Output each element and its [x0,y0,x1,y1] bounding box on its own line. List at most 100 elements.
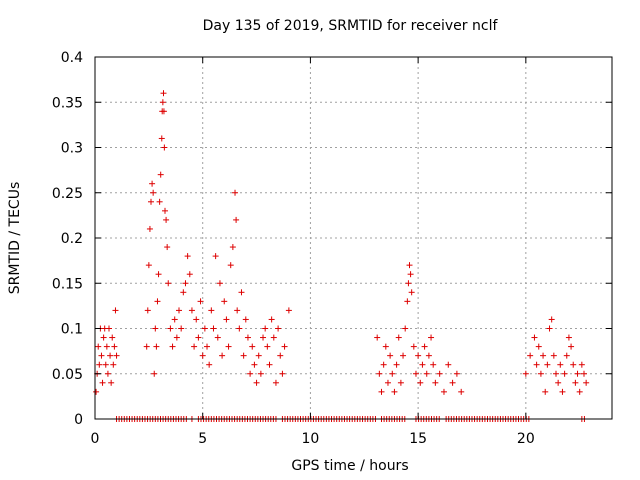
data-point [270,334,277,341]
data-point [389,370,396,377]
y-tick-label: 0.4 [61,50,83,66]
data-point [576,388,583,395]
data-point [180,289,187,296]
data-point [440,388,447,395]
data-point [436,370,443,377]
data-point [100,334,107,341]
data-point [445,361,452,368]
data-point [102,361,109,368]
data-point [150,189,157,196]
data-point [419,361,426,368]
data-point [247,370,254,377]
x-tick-labels: 0 5 10 15 20 [91,431,535,447]
y-tick-label: 0 [74,412,83,428]
data-point [384,379,391,386]
data-point [155,271,162,278]
data-point [144,307,151,314]
data-point [544,361,551,368]
y-tick-label: 0.15 [52,276,83,292]
y-axis-label: SRMTID / TECUs [7,182,23,295]
data-point [432,379,439,386]
data-point [535,343,542,350]
data-point [572,379,579,386]
data-point [96,361,103,368]
x-tick-label: 5 [198,431,207,447]
data-point [262,325,269,332]
data-point [143,343,150,350]
data-point [99,379,106,386]
data-point [158,135,165,142]
data-point [449,379,456,386]
data-point [423,370,430,377]
data-point [234,307,241,314]
data-point [264,343,271,350]
y-tick-labels: 0 0.05 0.1 0.15 0.2 0.25 0.3 0.35 0.4 [52,50,83,428]
x-tick-label: 10 [302,431,320,447]
data-point [98,352,105,359]
data-point [111,343,118,350]
data-point [548,316,555,323]
data-point [550,352,557,359]
data-point [380,361,387,368]
x-tick-label: 15 [409,431,427,447]
data-point [527,352,534,359]
data-point [173,334,180,341]
data-point [253,379,260,386]
data-point [578,361,585,368]
data-point [162,207,169,214]
data-point [216,280,223,287]
y-tick-label: 0.3 [61,141,83,157]
data-point [378,388,385,395]
data-point [236,325,243,332]
data-point [533,361,540,368]
data-point [161,144,168,151]
x-tick-label: 0 [91,431,100,447]
data-point [167,325,174,332]
data-point [557,361,564,368]
data-point [110,361,117,368]
data-point [178,325,185,332]
data-point [453,370,460,377]
data-point [153,343,160,350]
axis-ticks [94,56,612,420]
data-point [268,316,275,323]
data-point [163,216,170,223]
data-point [260,334,267,341]
data-point [244,334,251,341]
data-point [104,370,111,377]
data-point [266,361,273,368]
data-point [157,171,164,178]
data-point [412,370,419,377]
data-point [242,316,249,323]
data-point [277,352,284,359]
data-point [583,379,590,386]
data-point [204,343,211,350]
data-point [540,352,547,359]
data-point [522,370,529,377]
data-point [214,334,221,341]
data-point [195,334,202,341]
data-point [112,307,119,314]
data-point [201,325,208,332]
data-point [229,244,236,251]
data-point [382,343,389,350]
data-point [238,289,245,296]
data-point [531,334,538,341]
data-point [272,379,279,386]
data-point [406,262,413,269]
data-point [184,253,191,260]
data-point [233,216,240,223]
data-point [275,325,282,332]
data-point [171,316,178,323]
data-point [188,307,195,314]
y-tick-label: 0.05 [52,367,83,383]
data-point [206,361,213,368]
data-point [561,370,568,377]
data-point [374,334,381,341]
data-point [227,262,234,269]
data-point [199,352,206,359]
data-point [148,198,155,205]
data-point [212,253,219,260]
y-tick-label: 0.25 [52,186,83,202]
data-point [391,388,398,395]
